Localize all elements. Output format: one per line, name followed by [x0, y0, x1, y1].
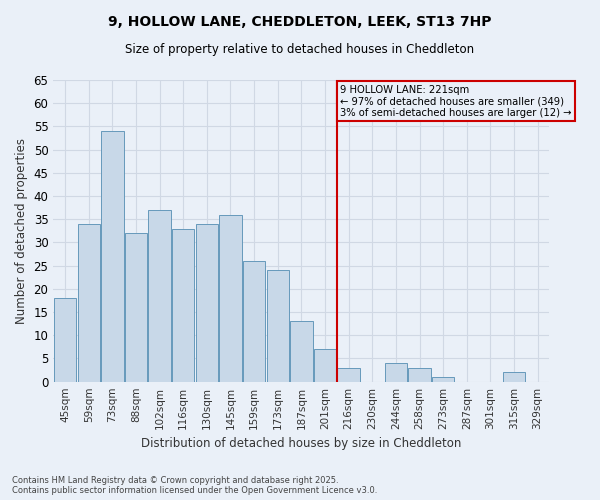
Bar [172, 228, 194, 382]
Bar [337, 368, 360, 382]
Bar [385, 363, 407, 382]
Bar [408, 368, 431, 382]
Bar [314, 349, 336, 382]
Bar [219, 214, 242, 382]
Bar [54, 298, 76, 382]
Bar [243, 261, 265, 382]
Bar [77, 224, 100, 382]
Text: Contains HM Land Registry data © Crown copyright and database right 2025.
Contai: Contains HM Land Registry data © Crown c… [12, 476, 377, 495]
Text: Size of property relative to detached houses in Cheddleton: Size of property relative to detached ho… [125, 42, 475, 56]
Bar [503, 372, 525, 382]
Bar [266, 270, 289, 382]
X-axis label: Distribution of detached houses by size in Cheddleton: Distribution of detached houses by size … [141, 437, 461, 450]
Text: 9, HOLLOW LANE, CHEDDLETON, LEEK, ST13 7HP: 9, HOLLOW LANE, CHEDDLETON, LEEK, ST13 7… [108, 15, 492, 29]
Bar [148, 210, 171, 382]
Bar [101, 131, 124, 382]
Bar [196, 224, 218, 382]
Bar [125, 233, 147, 382]
Text: 9 HOLLOW LANE: 221sqm
← 97% of detached houses are smaller (349)
3% of semi-deta: 9 HOLLOW LANE: 221sqm ← 97% of detached … [340, 84, 572, 118]
Y-axis label: Number of detached properties: Number of detached properties [15, 138, 28, 324]
Bar [290, 322, 313, 382]
Bar [432, 377, 454, 382]
